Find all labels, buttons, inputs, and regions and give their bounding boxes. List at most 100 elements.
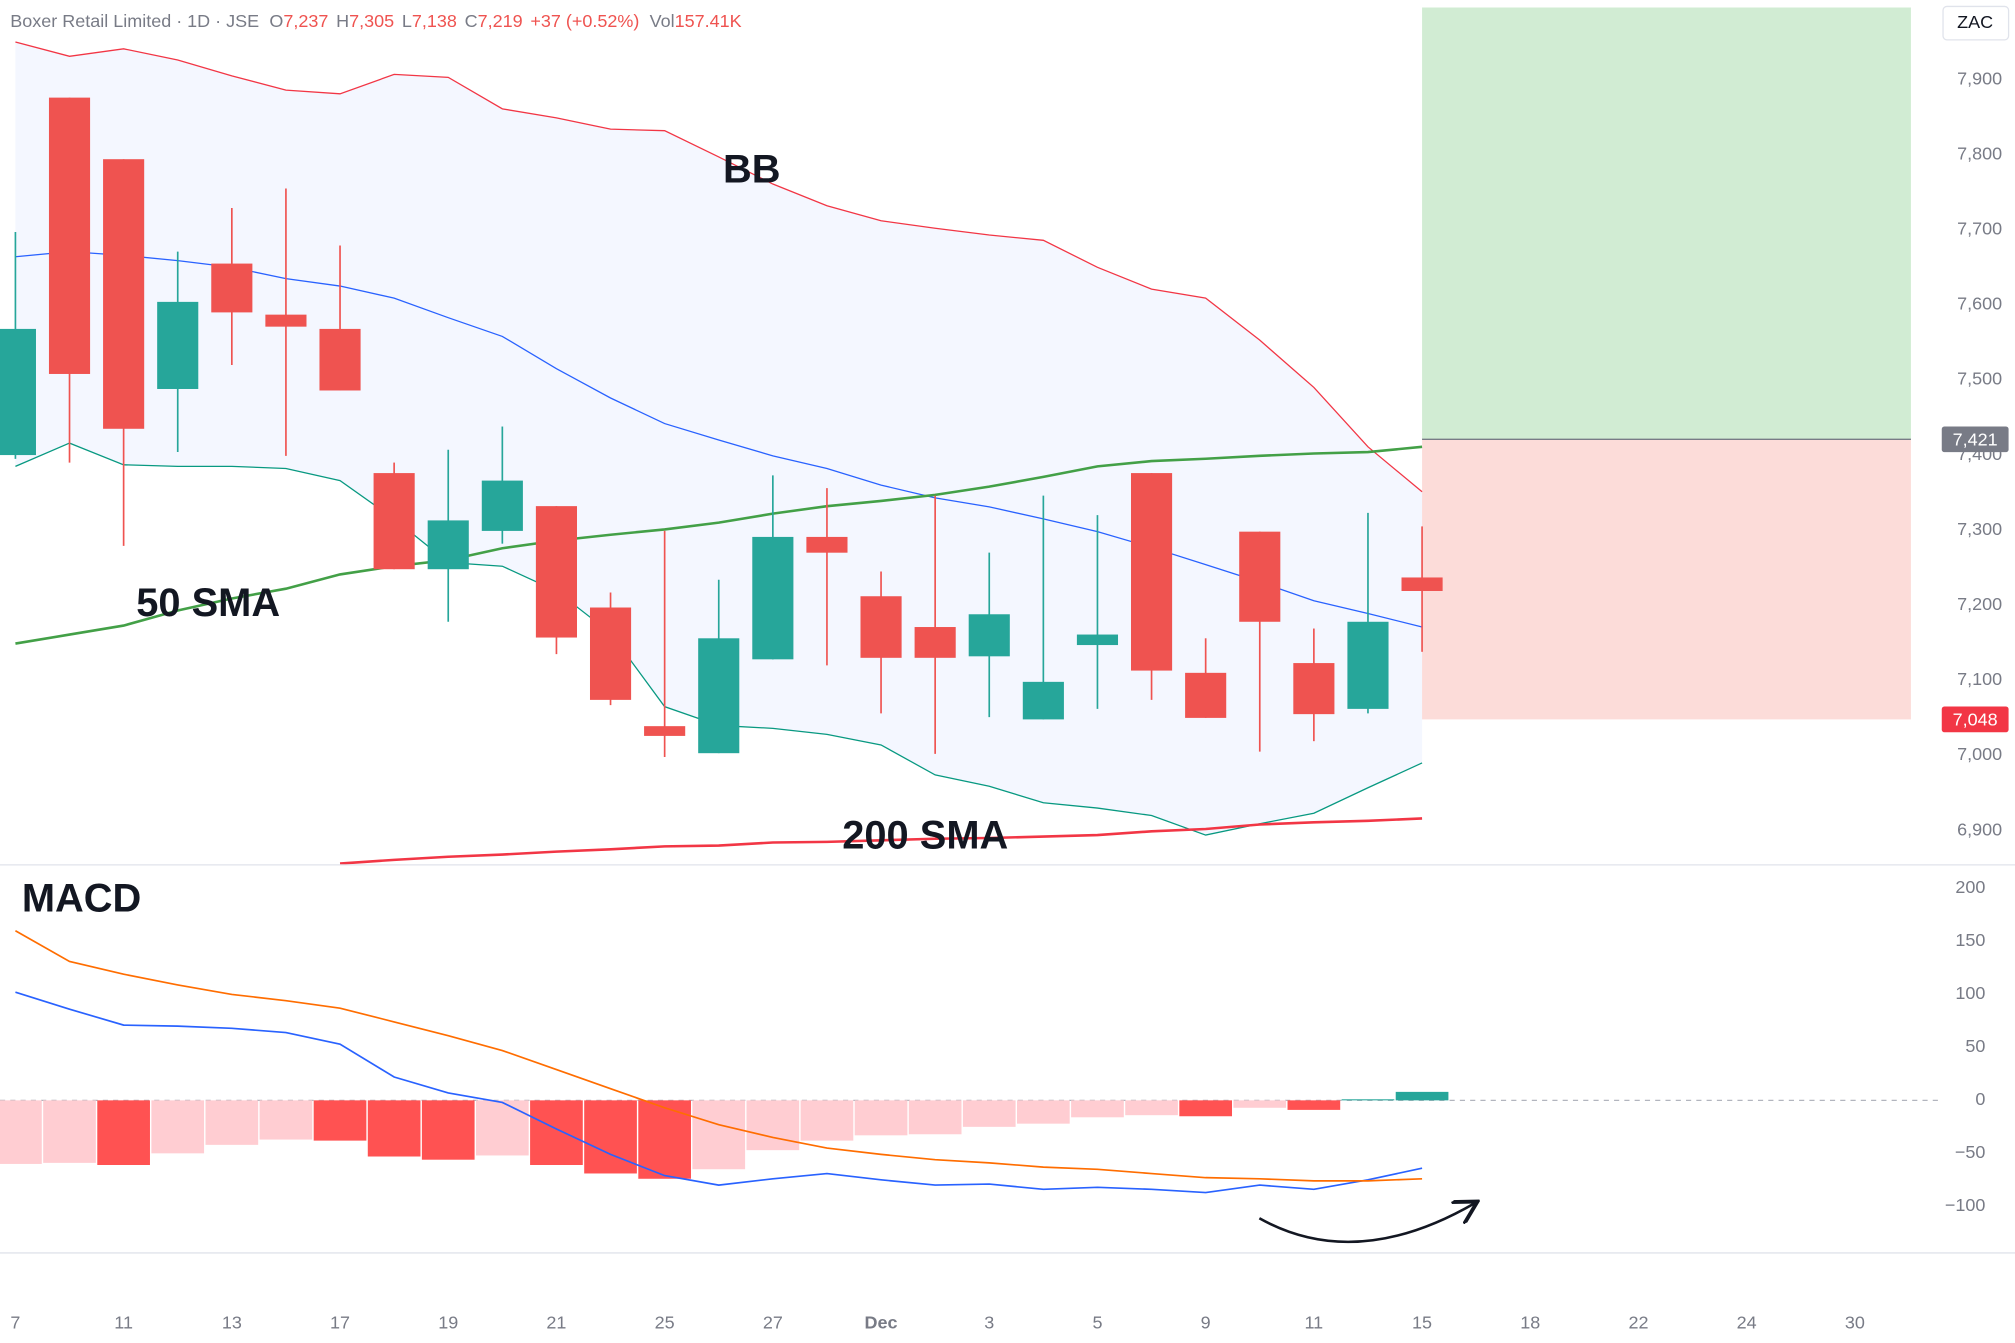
sma50-label: 50 SMA (136, 581, 280, 625)
stop-label: 7,048 (1953, 709, 1998, 729)
histogram-bar (367, 1100, 421, 1157)
candle-body (1347, 621, 1389, 709)
candle-body (1130, 473, 1173, 671)
bb-upper (15, 41, 1423, 493)
entry-marker (1941, 426, 2009, 453)
candle-body (535, 506, 578, 638)
histogram-bar (0, 1100, 42, 1164)
field-key: Vol (650, 11, 675, 31)
x-tick-label: Dec (865, 1312, 898, 1332)
x-tick-label: 5 (1092, 1312, 1102, 1332)
y-tick-label: 7,900 (1957, 68, 2002, 88)
change: +37 (+0.52%) (530, 11, 639, 31)
histogram-bar (151, 1100, 205, 1154)
candle-body (914, 627, 956, 658)
candle-body (1076, 634, 1119, 646)
x-tick-label: 21 (546, 1312, 566, 1332)
histogram-bar (530, 1100, 583, 1165)
candle-body (752, 536, 794, 660)
y-tick-label: 50 (1965, 1036, 1985, 1056)
bb-label: BB (723, 148, 781, 192)
currency[interactable]: ZAC (1957, 12, 1993, 32)
histogram-bar (962, 1100, 1016, 1127)
histogram-bar (475, 1100, 529, 1156)
price-panel (0, 7, 1911, 865)
y-tick-label: 0 (1975, 1089, 1985, 1109)
x-tick-label: 11 (1305, 1312, 1324, 1332)
field-value: 7,219 (478, 11, 523, 31)
sma-line (15, 445, 1423, 645)
field-value: 157.41K (675, 11, 742, 31)
candle-body (1401, 577, 1443, 591)
field-value: 7,138 (412, 11, 457, 31)
histogram-bar (313, 1100, 367, 1141)
header: Boxer Retail Limited · 1D · JSE O7,237 H7,… (10, 11, 741, 31)
candle-body (968, 614, 1010, 657)
candle-body (1293, 663, 1335, 715)
y-tick-label: 7,600 (1957, 294, 2002, 314)
field-key: O (269, 11, 283, 31)
signal-line (15, 930, 1423, 1182)
x-tick-label: 11 (114, 1312, 133, 1332)
profit-zone (1422, 7, 1911, 440)
stop-marker (1941, 706, 2009, 733)
candle-body (103, 159, 145, 429)
x-tick-label: 22 (1628, 1312, 1648, 1332)
histogram-bar (692, 1100, 746, 1170)
y-tick-label: −50 (1955, 1142, 1986, 1162)
histogram-bar (1287, 1100, 1341, 1110)
candle-body (698, 638, 740, 754)
candle-body (319, 328, 361, 391)
candle-body (481, 480, 523, 531)
y-tick-label: 7,800 (1957, 143, 2002, 163)
y-tick-label: 100 (1955, 983, 1985, 1003)
histogram-bar (1179, 1100, 1233, 1117)
field-value: 7,237 (283, 11, 328, 31)
loss-zone (1422, 439, 1911, 720)
histogram-bar (421, 1100, 475, 1160)
candle-body (644, 726, 686, 736)
candle-body (157, 301, 199, 389)
candle-body (265, 314, 307, 327)
x-tick-label: 7 (10, 1312, 20, 1332)
x-tick-label: 27 (763, 1312, 783, 1332)
x-tick-label: 17 (330, 1312, 350, 1332)
histogram-bar (205, 1100, 259, 1145)
histogram-bar (259, 1100, 313, 1140)
y-tick-label: 200 (1955, 877, 1985, 897)
band-fill (15, 42, 1423, 836)
histogram-bar (746, 1100, 800, 1151)
candle-body (589, 607, 632, 700)
x-tick-label: 25 (655, 1312, 675, 1332)
field-key: L (402, 11, 412, 31)
x-tick-label: 19 (438, 1312, 458, 1332)
histogram-bar (638, 1100, 691, 1179)
candle-body (1022, 681, 1064, 720)
y-tick-label: 7,700 (1957, 219, 2002, 239)
x-tick-label: 3 (984, 1312, 994, 1332)
candle-body (427, 520, 469, 570)
field-value: 7,305 (349, 11, 394, 31)
sma-line (339, 817, 1423, 865)
histogram-bar (1395, 1091, 1449, 1101)
y-tick-label: 150 (1955, 930, 1985, 950)
y-tick-label: 7,000 (1957, 744, 2002, 764)
candle-body (860, 596, 902, 658)
histogram-bar (1125, 1100, 1178, 1116)
candle-body (211, 263, 253, 313)
histogram-bar (1017, 1100, 1070, 1124)
x-tick-label: 13 (222, 1312, 242, 1332)
x-tick-label: 24 (1737, 1312, 1757, 1332)
currency-box[interactable] (1942, 5, 2010, 41)
y-tick-label: 6,900 (1957, 819, 2002, 839)
overlay: Boxer Retail Limited · 1D · JSE O7,237 H7,… (0, 5, 2015, 1254)
entry-label: 7,421 (1953, 429, 1998, 449)
candle-body (806, 536, 848, 553)
y-tick-label: 7,200 (1957, 594, 2002, 614)
x-tick-label: 15 (1412, 1312, 1432, 1332)
macd-line (15, 991, 1423, 1194)
macd-title: MACD (22, 876, 141, 920)
x-tick-label: 18 (1520, 1312, 1540, 1332)
field-key: H (336, 11, 349, 31)
